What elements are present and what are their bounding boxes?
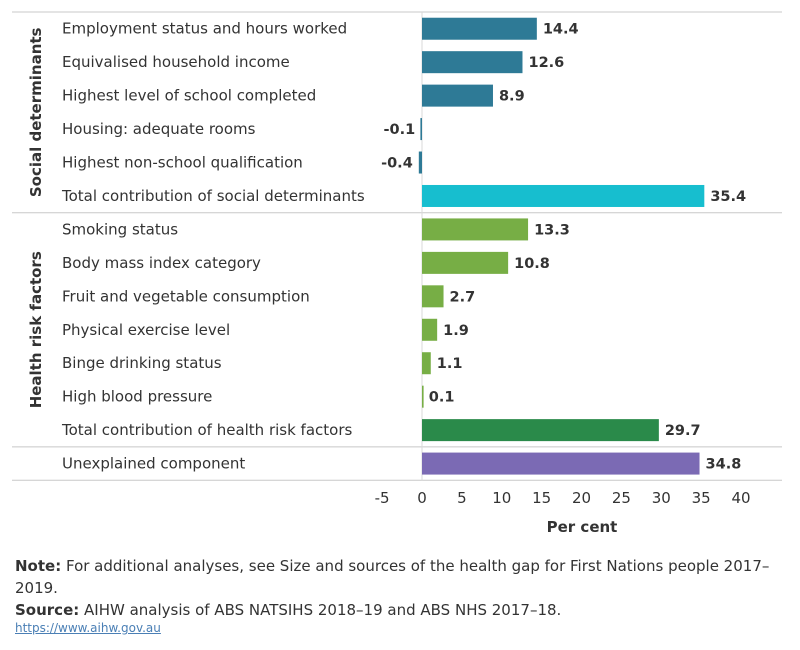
data-label: 12.6 — [528, 55, 564, 71]
category-label: Binge drinking status — [62, 354, 222, 372]
source-text: AIHW analysis of ABS NATSIHS 2018–19 and… — [79, 601, 562, 619]
x-tick-label: 10 — [492, 489, 511, 507]
bar — [422, 17, 537, 40]
data-label: -0.4 — [381, 156, 413, 172]
bar — [422, 285, 444, 308]
x-axis-title: Per cent — [547, 518, 618, 536]
data-label: 0.1 — [429, 390, 455, 406]
category-label: Housing: adequate rooms — [62, 120, 256, 138]
aihw-link[interactable]: https://www.aihw.gov.au — [15, 621, 161, 635]
bar — [422, 218, 529, 241]
category-label: Total contribution of health risk factor… — [61, 421, 353, 439]
bar — [422, 419, 659, 442]
data-label: -0.1 — [383, 122, 415, 138]
bar — [422, 51, 523, 74]
bar — [422, 318, 438, 341]
bar — [422, 452, 700, 475]
x-tick-label: 30 — [652, 489, 671, 507]
data-label: 35.4 — [710, 189, 746, 205]
category-label: Highest level of school completed — [62, 87, 316, 105]
x-tick-label: 35 — [692, 489, 711, 507]
data-label: 34.8 — [706, 457, 742, 473]
category-label: Total contribution of social determinant… — [61, 187, 365, 205]
data-label: 13.3 — [534, 222, 570, 238]
data-label: 10.8 — [514, 256, 550, 272]
data-label: 1.9 — [443, 323, 469, 339]
category-label: Smoking status — [62, 220, 178, 238]
group-label: Health risk factors — [27, 251, 45, 408]
bar — [418, 151, 422, 174]
data-label: 1.1 — [437, 356, 463, 372]
category-label: Highest non-school qualification — [62, 154, 303, 172]
x-tick-label: 15 — [532, 489, 551, 507]
bar — [422, 385, 424, 408]
bar — [422, 184, 705, 207]
x-tick-label: 20 — [572, 489, 591, 507]
category-label: Fruit and vegetable consumption — [62, 287, 310, 305]
bar — [422, 352, 431, 375]
category-label: Physical exercise level — [62, 321, 230, 339]
data-label: 2.7 — [450, 289, 476, 305]
x-tick-label: 0 — [417, 489, 427, 507]
x-tick-label: 40 — [731, 489, 750, 507]
category-label: Unexplained component — [62, 455, 245, 473]
note-label: Note: — [15, 557, 62, 575]
bar — [422, 84, 493, 107]
x-tick-label: 25 — [612, 489, 631, 507]
data-label: 29.7 — [665, 423, 701, 439]
data-label: 8.9 — [499, 89, 525, 105]
group-label: Social determinants — [27, 27, 45, 197]
note: Note: For additional analyses, see Size … — [15, 555, 775, 599]
x-tick-label: -5 — [375, 489, 390, 507]
bar-chart: Social determinants Health risk factors E… — [12, 11, 782, 536]
category-label: Body mass index category — [62, 254, 261, 272]
category-label: Equivalised household income — [62, 53, 290, 71]
data-label: 14.4 — [543, 22, 579, 38]
category-label: Employment status and hours worked — [62, 20, 347, 38]
x-tick-label: 5 — [457, 489, 467, 507]
source: Source: AIHW analysis of ABS NATSIHS 201… — [15, 599, 775, 621]
bar — [420, 118, 422, 141]
source-label: Source: — [15, 601, 80, 619]
category-label: High blood pressure — [62, 388, 212, 406]
note-text: For additional analyses, see Size and so… — [15, 557, 770, 597]
bar — [422, 251, 509, 274]
